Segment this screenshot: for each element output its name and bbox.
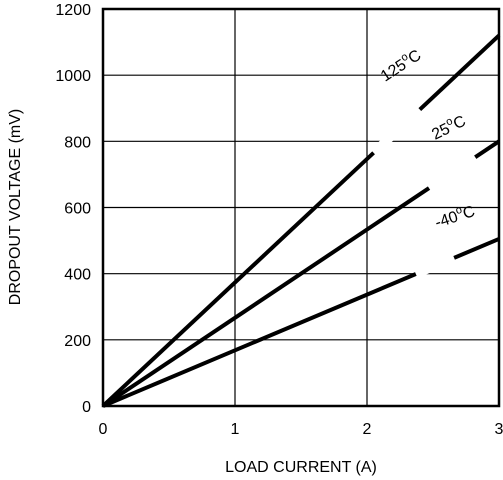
y-tick-label: 0 [82,399,91,416]
grid [103,9,499,406]
x-axis-label: LOAD CURRENT (A) [225,459,377,476]
x-tick-label: 0 [99,421,108,438]
y-tick-label: 800 [64,134,91,151]
series-label: 125oC [376,44,424,85]
series-label: -40oC [432,200,477,232]
series-label-gap [370,106,423,157]
y-tick-label: 200 [64,333,91,350]
x-tick-label: 2 [363,421,372,438]
y-tick-label: 400 [64,267,91,284]
y-tick-label: 600 [64,201,91,218]
y-axis-label: DROPOUT VOLTAGE (mV) [7,109,24,305]
x-tick-label: 1 [231,421,240,438]
plot-frame [101,7,501,408]
y-tick-label: 1000 [55,68,91,85]
axis-ticks: 0 1 2 3 0 200 400 600 800 1000 1200 [55,2,503,438]
series-label-gap [426,153,478,192]
series-label: 25oC [428,110,469,144]
x-tick-label: 3 [495,421,503,438]
series-line [101,34,501,408]
y-tick-label: 1200 [55,2,91,19]
series-label-gap [414,253,456,279]
